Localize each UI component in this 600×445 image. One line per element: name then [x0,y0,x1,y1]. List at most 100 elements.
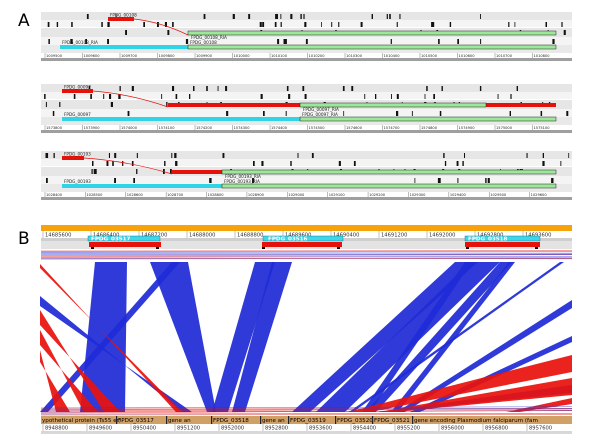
panel-b-top-gene-3-label: FPDG_03518 [468,236,508,242]
feature-tick [209,178,211,183]
feature-tick [223,153,225,158]
panel-b-bottom-separator [41,431,572,434]
panel-b-bottom-gene-label[interactable]: FPDG_03521 [374,418,410,424]
feature-tick [510,111,511,116]
ruler-tick-label: 1010200 [309,54,326,58]
ruler-tick-label: 1028800 [208,193,225,197]
panel-a-cyan-gene[interactable] [62,184,222,188]
feature-tick [445,161,446,166]
panel-a-green-gene[interactable] [222,184,556,188]
panel-a-red-gene[interactable] [486,103,556,107]
panel-a-gene-label: FPDG_00108 [110,13,137,18]
feature-tick [442,86,443,91]
feature-tick [204,14,206,19]
panel-a-cyan-gene[interactable] [60,45,188,49]
feature-tick [439,178,441,183]
panel-a-gene-label: FPDG_00108_RIA [62,40,98,45]
panel-a-green-gene[interactable] [188,45,556,49]
feature-tick [218,86,219,91]
panel-b-bottom-gene-label[interactable]: FPDG_03517 [118,418,154,424]
panel-b-bottom-gene-label[interactable]: gene an [262,418,285,424]
feature-tick [457,161,459,166]
feature-tick [331,22,332,27]
feature-tick [111,102,113,107]
ruler-tick-label: 1574400 [271,126,288,130]
feature-tick [566,111,568,116]
feature-tick [174,153,176,158]
feature-tick [391,39,392,44]
feature-tick [193,86,195,91]
feature-tick [122,161,123,166]
ruler-tick-label: 1009700 [121,54,138,58]
ruler-tick-label: 14685600 [45,233,71,239]
ruler-tick-label: 1574800 [421,126,438,130]
ruler-tick-label: 1573900 [84,126,101,130]
panel-a-red-gene[interactable] [168,103,300,107]
panel-b-bottom-gene-label[interactable]: FPDG_03519 [290,418,326,424]
ruler-tick-label: 8954400 [353,426,376,432]
feature-tick [515,22,516,27]
ruler-tick-label: 1029000 [288,193,305,197]
feature-tick [48,22,50,27]
feature-tick [275,14,277,19]
panel-a-green-gene[interactable] [300,117,556,121]
feature-tick [143,22,145,27]
panel-a-red-gene[interactable] [172,170,222,174]
panel-b-bottom-gene-label[interactable]: gene encoding Plasmodium falciparum (fam [414,418,538,424]
feature-tick [109,94,111,99]
feature-tick [260,22,262,27]
feature-tick [387,14,388,19]
ruler-tick-label: 1009600 [84,54,101,58]
track-background [41,151,572,159]
ruler-tick-label: 1009800 [159,54,176,58]
panel-b-bottom-gene-label[interactable]: gene an [168,418,191,424]
panel-b-bottom-gene-label[interactable]: FPDG_03518 [213,418,249,424]
feature-tick [298,153,299,158]
feature-tick [173,86,174,91]
ruler-tick-label: 1028900 [248,193,265,197]
feature-tick [253,161,255,166]
feature-tick [480,39,481,44]
feature-tick [389,14,391,19]
feature-tick [94,169,95,174]
ruler-baseline [41,130,572,133]
panel-a-gene-label: FPDG_00193 [64,179,91,184]
ruler-tick-label: 1574600 [346,126,363,130]
track-background [41,20,572,27]
ruler-baseline [41,58,572,61]
panel-b-bottom-gene-label[interactable]: FPDG_03520 [337,418,373,424]
feature-tick [443,153,444,158]
ruler-tick-label: 8955200 [397,426,420,432]
feature-tick [206,86,208,91]
feature-tick [59,102,60,107]
panel-b-top-gene-2-label: FPDG_03516 [268,236,308,242]
ruler-tick-label: 1029100 [329,193,346,197]
feature-tick [48,39,50,44]
panel-a-cyan-gene[interactable] [62,117,300,121]
feature-tick [339,161,341,166]
feature-tick [338,22,339,27]
panel-a-green-gene[interactable] [188,31,556,35]
feature-tick [46,178,48,183]
ruler-tick-label: 8956000 [441,426,464,432]
feature-tick [498,94,499,99]
panel-a-red-gene[interactable] [62,89,93,93]
feature-tick [425,94,426,99]
feature-tick [92,169,93,174]
ruler-tick-label: 1010800 [534,54,551,58]
feature-tick [351,86,353,91]
panel-a-red-gene[interactable] [62,156,84,160]
ruler-tick-label: 8957600 [529,426,552,432]
ruler-tick-label: 1028700 [167,193,184,197]
panel-a-red-gene[interactable] [108,17,134,21]
ruler-tick-label: 1029200 [369,193,386,197]
ruler-tick-label: 1028600 [127,193,144,197]
feature-tick [91,94,92,99]
feature-tick [71,22,73,27]
panel-a-green-gene[interactable] [222,170,556,174]
feature-tick [542,161,544,166]
panel-b-top-track [41,225,572,231]
panel-b-bottom-gene-label[interactable]: ypothetical protein (Ts55 er) [42,418,121,424]
